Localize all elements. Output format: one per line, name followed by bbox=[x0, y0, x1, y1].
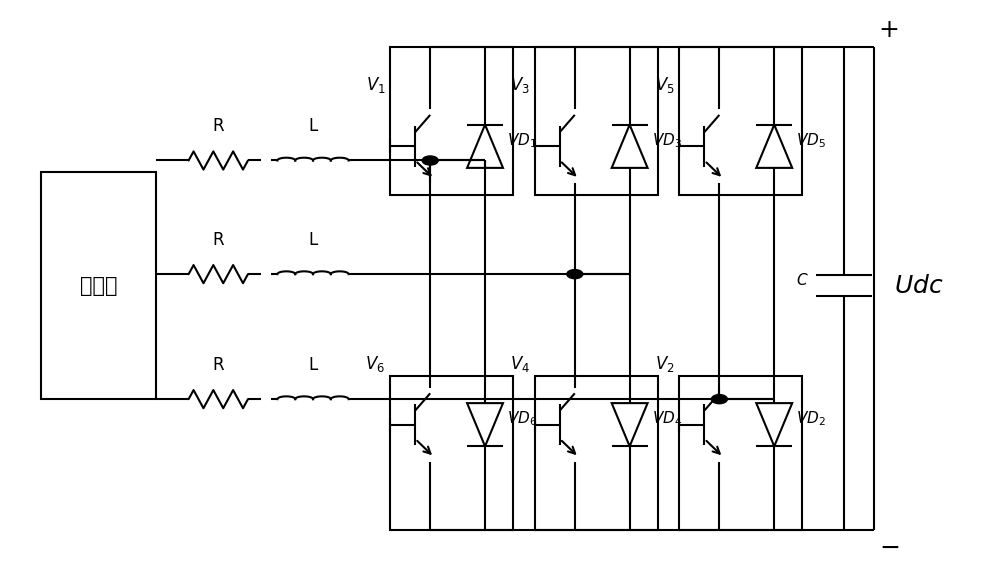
Circle shape bbox=[567, 270, 583, 279]
Text: R: R bbox=[212, 117, 224, 135]
Circle shape bbox=[711, 395, 727, 404]
Text: $VD_3$: $VD_3$ bbox=[652, 131, 682, 150]
Circle shape bbox=[422, 156, 438, 165]
Text: R: R bbox=[212, 356, 224, 373]
Text: $V_2$: $V_2$ bbox=[655, 353, 675, 373]
Text: L: L bbox=[308, 356, 318, 373]
Text: $VD_1$: $VD_1$ bbox=[507, 131, 537, 150]
Text: $V_1$: $V_1$ bbox=[366, 75, 385, 95]
Text: $VD_4$: $VD_4$ bbox=[652, 409, 682, 428]
Text: $V_5$: $V_5$ bbox=[655, 75, 675, 95]
Text: R: R bbox=[212, 231, 224, 248]
Text: $VD_2$: $VD_2$ bbox=[796, 409, 826, 428]
Text: L: L bbox=[308, 231, 318, 248]
Text: 永磁机: 永磁机 bbox=[80, 275, 117, 296]
Text: $-$: $-$ bbox=[879, 535, 899, 559]
Text: $V_3$: $V_3$ bbox=[510, 75, 530, 95]
Text: $Udc$: $Udc$ bbox=[894, 274, 943, 297]
Text: +: + bbox=[878, 18, 899, 42]
Text: $V_4$: $V_4$ bbox=[510, 353, 530, 373]
Text: $V_6$: $V_6$ bbox=[365, 353, 385, 373]
Text: $VD_5$: $VD_5$ bbox=[796, 131, 826, 150]
Text: $C$: $C$ bbox=[796, 272, 808, 288]
Text: $VD_6$: $VD_6$ bbox=[507, 409, 537, 428]
FancyBboxPatch shape bbox=[41, 172, 156, 399]
Text: L: L bbox=[308, 117, 318, 135]
